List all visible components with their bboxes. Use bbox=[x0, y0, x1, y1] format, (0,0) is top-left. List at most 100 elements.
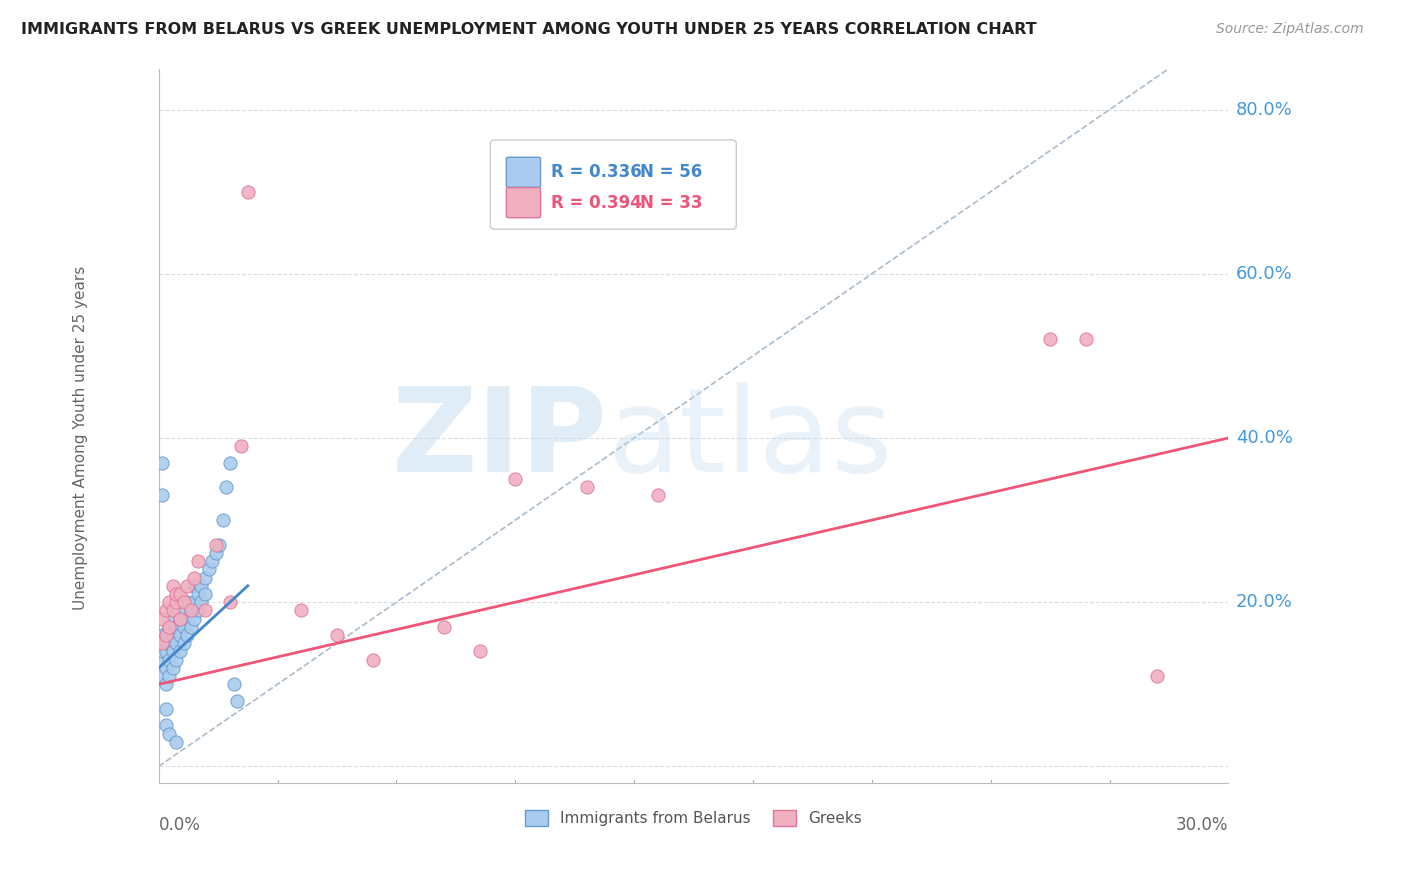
FancyBboxPatch shape bbox=[491, 140, 737, 229]
Point bbox=[204, 546, 226, 560]
Text: Source: ZipAtlas.com: Source: ZipAtlas.com bbox=[1216, 22, 1364, 37]
Point bbox=[226, 694, 249, 708]
Point bbox=[150, 653, 173, 667]
Point bbox=[169, 612, 191, 626]
Text: 20.0%: 20.0% bbox=[1236, 593, 1292, 611]
Point bbox=[236, 185, 259, 199]
Text: R = 0.394: R = 0.394 bbox=[551, 194, 643, 211]
Point bbox=[157, 669, 180, 683]
Point bbox=[180, 603, 202, 617]
Point bbox=[150, 612, 173, 626]
Point bbox=[326, 628, 349, 642]
Point bbox=[150, 636, 173, 650]
Point bbox=[169, 587, 191, 601]
Point bbox=[187, 587, 209, 601]
Point bbox=[162, 612, 184, 626]
Point bbox=[162, 579, 184, 593]
Point bbox=[173, 595, 195, 609]
Text: N = 33: N = 33 bbox=[640, 194, 703, 211]
FancyBboxPatch shape bbox=[506, 187, 540, 218]
Point bbox=[194, 570, 217, 584]
Point bbox=[575, 480, 598, 494]
Point bbox=[219, 595, 242, 609]
Point bbox=[166, 595, 188, 609]
Text: Unemployment Among Youth under 25 years: Unemployment Among Youth under 25 years bbox=[73, 266, 87, 610]
Point bbox=[173, 636, 195, 650]
Point bbox=[176, 579, 198, 593]
Point bbox=[190, 579, 212, 593]
Point bbox=[157, 620, 180, 634]
Point bbox=[162, 661, 184, 675]
Point bbox=[155, 718, 177, 732]
Point bbox=[162, 628, 184, 642]
Point bbox=[222, 677, 245, 691]
Point bbox=[169, 628, 191, 642]
Point bbox=[208, 538, 231, 552]
Text: 30.0%: 30.0% bbox=[1175, 815, 1229, 834]
Point bbox=[1074, 333, 1097, 347]
Text: 80.0%: 80.0% bbox=[1236, 101, 1292, 119]
Point bbox=[169, 612, 191, 626]
Point bbox=[229, 439, 252, 453]
Point bbox=[150, 456, 173, 470]
Point bbox=[155, 644, 177, 658]
Point bbox=[1039, 333, 1062, 347]
Legend: Immigrants from Belarus, Greeks: Immigrants from Belarus, Greeks bbox=[519, 804, 869, 832]
Point bbox=[155, 603, 177, 617]
Point bbox=[166, 620, 188, 634]
Text: N = 56: N = 56 bbox=[640, 163, 703, 181]
Point bbox=[183, 579, 205, 593]
Point bbox=[176, 595, 198, 609]
Point bbox=[187, 554, 209, 568]
Point bbox=[180, 603, 202, 617]
Point bbox=[155, 661, 177, 675]
Point bbox=[1146, 669, 1168, 683]
Point bbox=[150, 628, 173, 642]
Point bbox=[183, 612, 205, 626]
Point bbox=[180, 620, 202, 634]
Point bbox=[176, 628, 198, 642]
Point bbox=[166, 587, 188, 601]
Point bbox=[197, 562, 219, 576]
Point bbox=[166, 636, 188, 650]
Point bbox=[150, 488, 173, 502]
Point bbox=[361, 653, 384, 667]
Point bbox=[173, 620, 195, 634]
Point bbox=[176, 612, 198, 626]
Text: ZIP: ZIP bbox=[392, 383, 607, 498]
Point bbox=[647, 488, 669, 502]
Point bbox=[155, 636, 177, 650]
Point bbox=[190, 595, 212, 609]
Point bbox=[503, 472, 526, 486]
Text: 40.0%: 40.0% bbox=[1236, 429, 1292, 447]
Point bbox=[157, 636, 180, 650]
Point bbox=[219, 456, 242, 470]
Point bbox=[194, 603, 217, 617]
Point bbox=[194, 587, 217, 601]
Point bbox=[183, 570, 205, 584]
Point bbox=[290, 603, 312, 617]
Text: 0.0%: 0.0% bbox=[159, 815, 201, 834]
Point bbox=[166, 653, 188, 667]
Point bbox=[155, 702, 177, 716]
Point bbox=[150, 636, 173, 650]
Point bbox=[155, 677, 177, 691]
Point bbox=[173, 603, 195, 617]
Point bbox=[162, 644, 184, 658]
Point bbox=[187, 603, 209, 617]
Point bbox=[150, 669, 173, 683]
Text: R = 0.336: R = 0.336 bbox=[551, 163, 643, 181]
Point bbox=[155, 628, 177, 642]
Point bbox=[155, 628, 177, 642]
Point bbox=[157, 726, 180, 740]
Text: 60.0%: 60.0% bbox=[1236, 265, 1292, 283]
Point bbox=[204, 538, 226, 552]
Point bbox=[201, 554, 224, 568]
Point bbox=[433, 620, 456, 634]
Point bbox=[215, 480, 238, 494]
Point bbox=[157, 620, 180, 634]
Point bbox=[157, 653, 180, 667]
Point bbox=[211, 513, 233, 527]
FancyBboxPatch shape bbox=[506, 157, 540, 187]
Point bbox=[183, 595, 205, 609]
